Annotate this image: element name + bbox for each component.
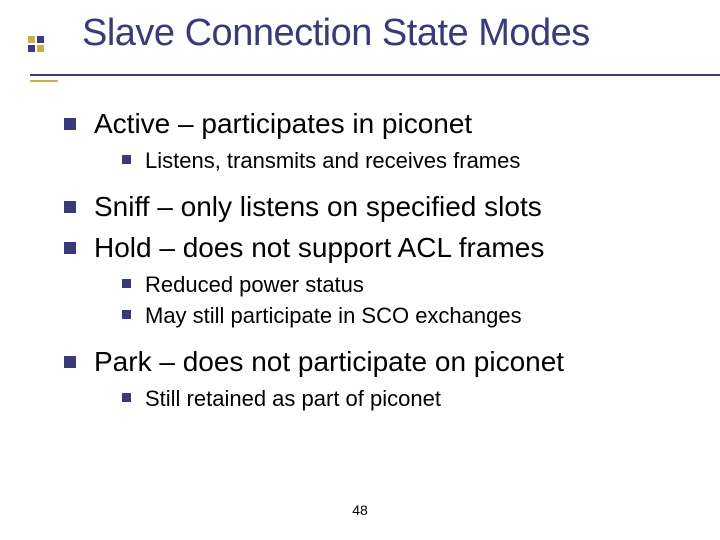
list-subitem-text: Listens, transmits and receives frames (145, 147, 520, 175)
slide-title: Slave Connection State Modes (82, 12, 710, 55)
bullet-icon (64, 242, 76, 254)
list-item-text: Park – does not participate on piconet (94, 344, 564, 379)
accent-corner (28, 36, 52, 60)
accent-square (28, 45, 35, 52)
list-subitem: Listens, transmits and receives frames (122, 147, 690, 175)
page-number: 48 (0, 502, 720, 518)
bullet-icon (64, 356, 76, 368)
list-subitem-text: Reduced power status (145, 271, 364, 299)
list-subitem: Reduced power status (122, 271, 690, 299)
list-item-text: Hold – does not support ACL frames (94, 230, 544, 265)
slide-body: Active – participates in piconet Listens… (64, 106, 690, 416)
list-item: Hold – does not support ACL frames (64, 230, 690, 265)
bullet-icon (122, 279, 131, 288)
bullet-icon (64, 118, 76, 130)
title-underline (30, 74, 720, 76)
title-accent-underline (30, 80, 58, 82)
accent-square (28, 36, 35, 43)
list-subitem: May still participate in SCO exchanges (122, 302, 690, 330)
bullet-icon (64, 201, 76, 213)
list-subitem: Still retained as part of piconet (122, 385, 690, 413)
list-item-text: Sniff – only listens on specified slots (94, 189, 542, 224)
bullet-icon (122, 393, 131, 402)
list-item-text: Active – participates in piconet (94, 106, 472, 141)
accent-square (37, 36, 44, 43)
list-item: Sniff – only listens on specified slots (64, 189, 690, 224)
list-item: Park – does not participate on piconet (64, 344, 690, 379)
list-subitem-text: Still retained as part of piconet (145, 385, 441, 413)
list-subitem-text: May still participate in SCO exchanges (145, 302, 522, 330)
slide: Slave Connection State Modes Active – pa… (0, 0, 720, 540)
accent-square (37, 45, 44, 52)
bullet-icon (122, 310, 131, 319)
list-item: Active – participates in piconet (64, 106, 690, 141)
bullet-icon (122, 155, 131, 164)
